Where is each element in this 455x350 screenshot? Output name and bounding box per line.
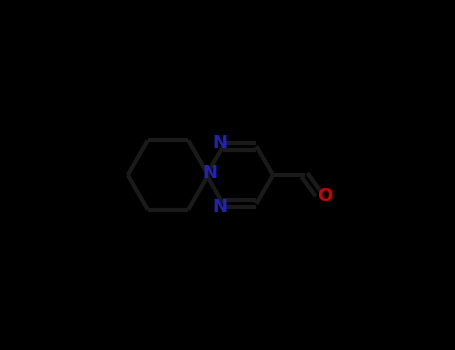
Text: O: O	[317, 187, 333, 205]
Text: N: N	[213, 134, 228, 152]
Text: N: N	[202, 164, 217, 182]
Text: N: N	[213, 198, 228, 216]
